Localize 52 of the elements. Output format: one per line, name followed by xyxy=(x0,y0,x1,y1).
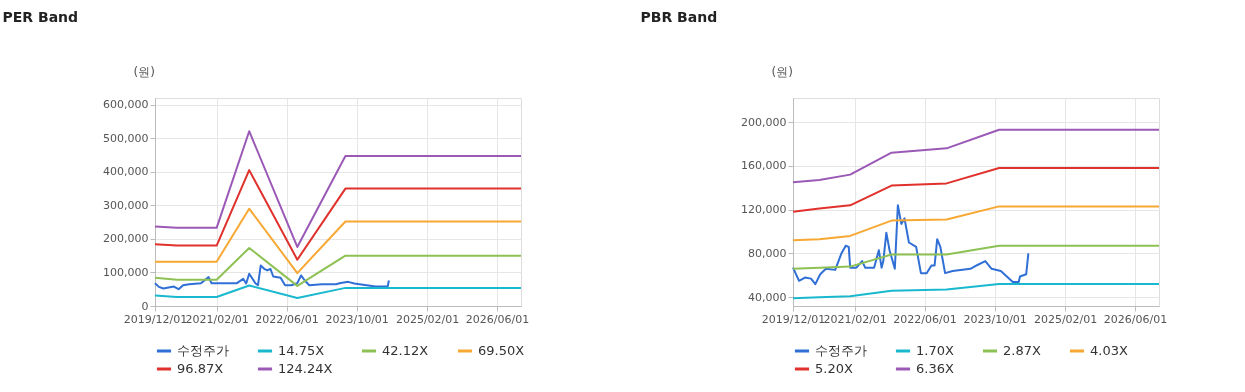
line-series xyxy=(154,246,522,287)
legend-label: 42.12X xyxy=(382,343,429,358)
legend-label: 수정주가 xyxy=(177,343,229,358)
line-series xyxy=(792,128,1160,184)
y-tick-label: 160,000 xyxy=(741,159,787,173)
text: PBR Band xyxy=(640,9,718,25)
legend-label: 6.36X xyxy=(916,361,954,376)
legend-label: 69.50X xyxy=(478,343,525,358)
y-tick-label: 200,000 xyxy=(741,115,787,129)
line-series xyxy=(154,207,522,275)
x-tick-label: 2019/12/01 xyxy=(123,312,188,326)
y-tick-label: 200,000 xyxy=(103,232,149,246)
x-tick-label: 2022/06/01 xyxy=(893,312,957,326)
text: PER Band xyxy=(2,9,79,25)
y-tick-label: 600,000 xyxy=(103,98,149,112)
x-tick-label: 2022/06/01 xyxy=(255,312,319,326)
line-series xyxy=(154,169,522,261)
x-tick-label: 2023/10/01 xyxy=(325,312,389,326)
x-tick-label: 2023/10/01 xyxy=(963,312,1027,326)
y-tick-label: 300,000 xyxy=(103,198,149,212)
y-tick-label: 0 xyxy=(141,299,149,313)
legend-label: 4.03X xyxy=(1090,343,1128,358)
x-tick-label: 2025/02/01 xyxy=(1033,312,1098,326)
x-tick-label: 2025/02/01 xyxy=(395,312,460,326)
y-tick-label: 400,000 xyxy=(103,165,149,179)
line-series xyxy=(792,205,1160,242)
y-axis-title: (원) xyxy=(771,64,793,79)
legend-label: 2.87X xyxy=(1003,343,1041,358)
line-series xyxy=(154,264,390,291)
y-tick-label: 100,000 xyxy=(103,265,149,279)
line-series xyxy=(792,283,1160,300)
legend-label: 96.87X xyxy=(177,361,224,376)
x-tick-label: 2019/12/01 xyxy=(761,312,826,326)
line-series xyxy=(792,204,1030,286)
line-series xyxy=(792,167,1160,213)
x-tick-label: 2021/02/01 xyxy=(185,312,249,326)
legend-label: 수정주가 xyxy=(815,343,867,358)
legend-label: 1.70X xyxy=(916,343,954,358)
line-series xyxy=(154,130,522,248)
y-tick-label: 40,000 xyxy=(748,290,787,304)
x-tick-label: 2021/02/01 xyxy=(823,312,887,326)
x-tick-label: 2026/06/01 xyxy=(465,312,530,326)
y-tick-label: 120,000 xyxy=(741,203,787,217)
legend-label: 5.20X xyxy=(815,361,853,376)
y-tick-label: 500,000 xyxy=(103,131,149,145)
legend-label: 124.24X xyxy=(278,361,333,376)
y-tick-label: 80,000 xyxy=(748,246,787,260)
x-tick-label: 2026/06/01 xyxy=(1103,312,1168,326)
y-axis-title: (원) xyxy=(133,64,155,79)
legend-label: 14.75X xyxy=(278,343,325,358)
line-series xyxy=(154,284,522,299)
line-series xyxy=(792,244,1160,270)
